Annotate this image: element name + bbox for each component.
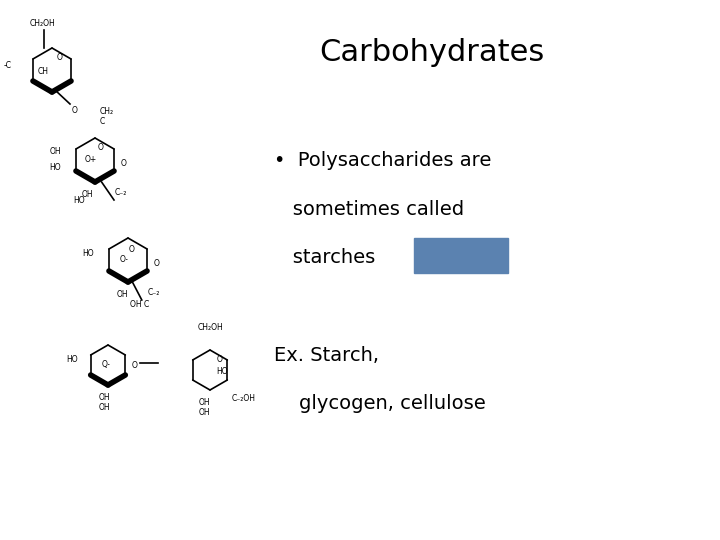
Text: C₋₂: C₋₂ [115,188,127,197]
Text: CH₂: CH₂ [100,107,114,116]
Bar [414,238,508,273]
Text: O: O [57,53,63,63]
Text: OH: OH [81,190,93,199]
Text: •  Polysaccharides are: • Polysaccharides are [274,151,491,170]
Text: -C: -C [4,60,12,70]
Text: OH: OH [98,393,110,402]
Text: Ex. Starch,: Ex. Starch, [274,346,379,365]
Text: C₋₂OH: C₋₂OH [232,394,256,403]
Text: C₋₂: C₋₂ [148,288,161,297]
Text: HO: HO [73,196,85,205]
Text: O: O [72,106,78,115]
Text: glycogen, cellulose: glycogen, cellulose [274,394,485,413]
Text: O: O [98,144,104,152]
Text: OH C: OH C [130,300,149,309]
Text: CH₂OH: CH₂OH [197,323,223,332]
Text: C: C [100,117,105,126]
Text: OH: OH [198,398,210,407]
Text: OH: OH [116,290,128,299]
Text: sometimes called: sometimes called [274,200,464,219]
Text: CH: CH [37,68,49,77]
Text: O: O [154,260,160,268]
Text: O+: O+ [85,156,97,165]
Text: OH: OH [98,403,110,412]
Text: O: O [121,159,127,168]
Text: HO: HO [82,249,94,259]
Text: HO: HO [66,354,78,363]
Text: OH: OH [198,408,210,417]
Text: O-: O- [120,255,128,265]
Text: Q-: Q- [102,361,110,369]
Text: HO: HO [216,368,228,376]
Text: O: O [129,245,135,253]
Text: OH: OH [50,147,61,157]
Text: starches: starches [274,248,375,267]
Text: O: O [217,354,223,363]
Text: HO: HO [50,164,61,172]
Text: Carbohydrates: Carbohydrates [320,38,544,67]
Text: O: O [132,361,138,369]
Text: CH₂OH: CH₂OH [30,19,55,28]
